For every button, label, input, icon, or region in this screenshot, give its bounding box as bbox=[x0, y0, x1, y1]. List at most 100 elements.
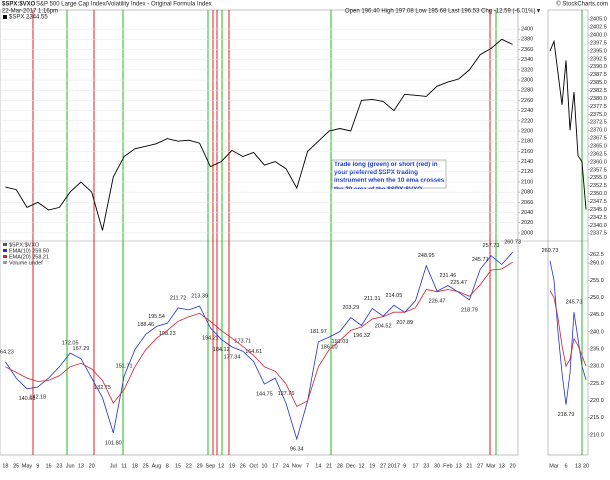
data-label: 167.29 bbox=[73, 346, 90, 352]
legend-swatch bbox=[3, 255, 7, 258]
y-tick-label: 2280 bbox=[521, 88, 533, 94]
y-tick-label: 2367.5 bbox=[590, 136, 607, 142]
x-tick-label: 21 bbox=[466, 463, 472, 469]
description: S&P 500 Large Cap Index/Volatility Index… bbox=[36, 2, 212, 8]
y-tick-label: 2387.5 bbox=[590, 72, 607, 78]
y-tick-label: 2140 bbox=[521, 159, 533, 165]
x-tick-label: 10 bbox=[261, 463, 267, 469]
y-tick-label: 2000 bbox=[521, 230, 533, 236]
data-label: 164.61 bbox=[245, 349, 262, 355]
x-tick-label: 28 bbox=[337, 463, 343, 469]
y-tick-label: 2020 bbox=[521, 220, 533, 226]
data-label: 213.39 bbox=[191, 294, 208, 300]
legend-swatch bbox=[3, 243, 7, 246]
x-tick-label: 27 bbox=[380, 463, 386, 469]
x-tick-label: 23 bbox=[423, 463, 429, 469]
y-tick-label: 2405.0 bbox=[590, 17, 607, 23]
data-label: 196.32 bbox=[353, 333, 370, 339]
y-tick-label: 2385.0 bbox=[590, 80, 607, 86]
y-tick-label: 2362.5 bbox=[590, 151, 607, 157]
x-tick-label: 17 bbox=[412, 463, 418, 469]
y-tick-label: 2400 bbox=[521, 27, 533, 33]
x-tick-label: 24 bbox=[283, 463, 289, 469]
data-label: 101.80 bbox=[105, 440, 122, 446]
x-tick-label: 6 bbox=[564, 463, 567, 469]
legend-entry: Volume undef bbox=[9, 260, 43, 266]
data-label: 218.79 bbox=[461, 307, 478, 313]
data-label: 140.61 bbox=[19, 396, 36, 402]
y-tick-label: 2347.5 bbox=[590, 199, 607, 205]
y-tick-label: 2300 bbox=[521, 78, 533, 84]
y-tick-label: 2200 bbox=[521, 128, 533, 134]
data-label: 173.71 bbox=[234, 339, 251, 345]
x-tick-label: Jul bbox=[110, 463, 117, 469]
y-tick-label: 2375.0 bbox=[590, 112, 607, 118]
x-tick-label: Feb bbox=[443, 463, 452, 469]
x-tick-label: 25 bbox=[143, 463, 149, 469]
y-tick-label: 2397.5 bbox=[590, 40, 607, 46]
data-label: 151.71 bbox=[116, 364, 133, 370]
copyright: © StockCharts.com bbox=[556, 1, 608, 8]
x-tick-label: 23 bbox=[56, 463, 62, 469]
y-tick-label: 2360.0 bbox=[590, 159, 607, 165]
x-tick-label: 12 bbox=[218, 463, 224, 469]
data-label: 191.03 bbox=[332, 339, 349, 345]
signal-lines bbox=[32, 10, 583, 455]
x-tick-label: 25 bbox=[13, 463, 19, 469]
date: 22-Mar-2017 1:16pm bbox=[2, 9, 58, 15]
x-tick-label: 29 bbox=[197, 463, 203, 469]
y-tick-label: 2355.0 bbox=[590, 175, 607, 181]
y-tick-label: 2220 bbox=[521, 118, 533, 124]
data-label: 248.95 bbox=[418, 253, 435, 259]
y-tick-label: 2370.0 bbox=[590, 128, 607, 134]
note: Trade long (green) or short (red) in you… bbox=[334, 161, 444, 189]
data-label: 211.31 bbox=[364, 296, 380, 302]
x-tick-label: 18 bbox=[132, 463, 138, 469]
line bbox=[5, 261, 513, 408]
data-label: 257.73 bbox=[483, 243, 500, 249]
data-label: 226.47 bbox=[429, 299, 446, 305]
data-label: 198.23 bbox=[159, 331, 176, 337]
y-tick-label: 2377.5 bbox=[590, 104, 607, 110]
side-frame bbox=[547, 9, 589, 456]
y-tick-label: 262.5 bbox=[590, 252, 604, 258]
x-tick-label: 19 bbox=[229, 463, 235, 469]
data-label: 184.12 bbox=[213, 347, 230, 353]
x-tick-label: 15 bbox=[175, 463, 181, 469]
legend-entry: $SPX 2344.55 bbox=[9, 15, 48, 21]
ohlc: Open 196.40 High 197.08 Low 195.68 Last … bbox=[345, 9, 541, 15]
y-tick-label: 2340 bbox=[521, 57, 533, 63]
data-label: 245.71 bbox=[472, 257, 489, 263]
data-label: 142.18 bbox=[29, 394, 46, 400]
y-tick-label: 2040 bbox=[521, 210, 533, 216]
data-label: 260.73 bbox=[504, 240, 521, 246]
y-tick-label: 2400.0 bbox=[590, 32, 607, 38]
y-tick-label: 260.0 bbox=[590, 261, 604, 267]
y-tick-label: 2350.0 bbox=[590, 191, 607, 197]
data-label: 127.76 bbox=[278, 391, 295, 397]
y-tick-label: 2390.0 bbox=[590, 64, 607, 70]
y-tick-label: 255.0 bbox=[590, 278, 604, 284]
y-tick-label: 225.0 bbox=[590, 381, 604, 387]
y-tick-label: 2240 bbox=[521, 108, 533, 114]
x-tick-label: Oct bbox=[249, 463, 258, 469]
x-tick-label: 20 bbox=[89, 463, 95, 469]
x-tick-label: 2017 bbox=[388, 463, 400, 469]
y-tick-label: 2382.5 bbox=[590, 88, 607, 94]
data-label: 231.46 bbox=[439, 273, 456, 279]
legend-entry: EMA(20) 258.21 bbox=[9, 254, 49, 260]
y-tick-label: 2365.0 bbox=[590, 143, 607, 149]
y-tick-label: 2180 bbox=[521, 139, 533, 145]
x-tick-label: 14 bbox=[315, 463, 321, 469]
y-tick-label: 2392.5 bbox=[590, 56, 607, 62]
y-tick-label: 2120 bbox=[521, 169, 533, 175]
y-tick-label: 2352.5 bbox=[590, 183, 607, 189]
y-tick-label: 2320 bbox=[521, 67, 533, 73]
x-tick-label: 13 bbox=[575, 463, 581, 469]
data-label: 188.46 bbox=[137, 322, 154, 328]
y-tick-label: 2395.0 bbox=[590, 48, 607, 54]
x-tick-label: 21 bbox=[326, 463, 332, 469]
x-tick-label: 9 bbox=[36, 463, 39, 469]
y-tick-label: 2357.5 bbox=[590, 167, 607, 173]
x-tick-label: 13 bbox=[78, 463, 84, 469]
